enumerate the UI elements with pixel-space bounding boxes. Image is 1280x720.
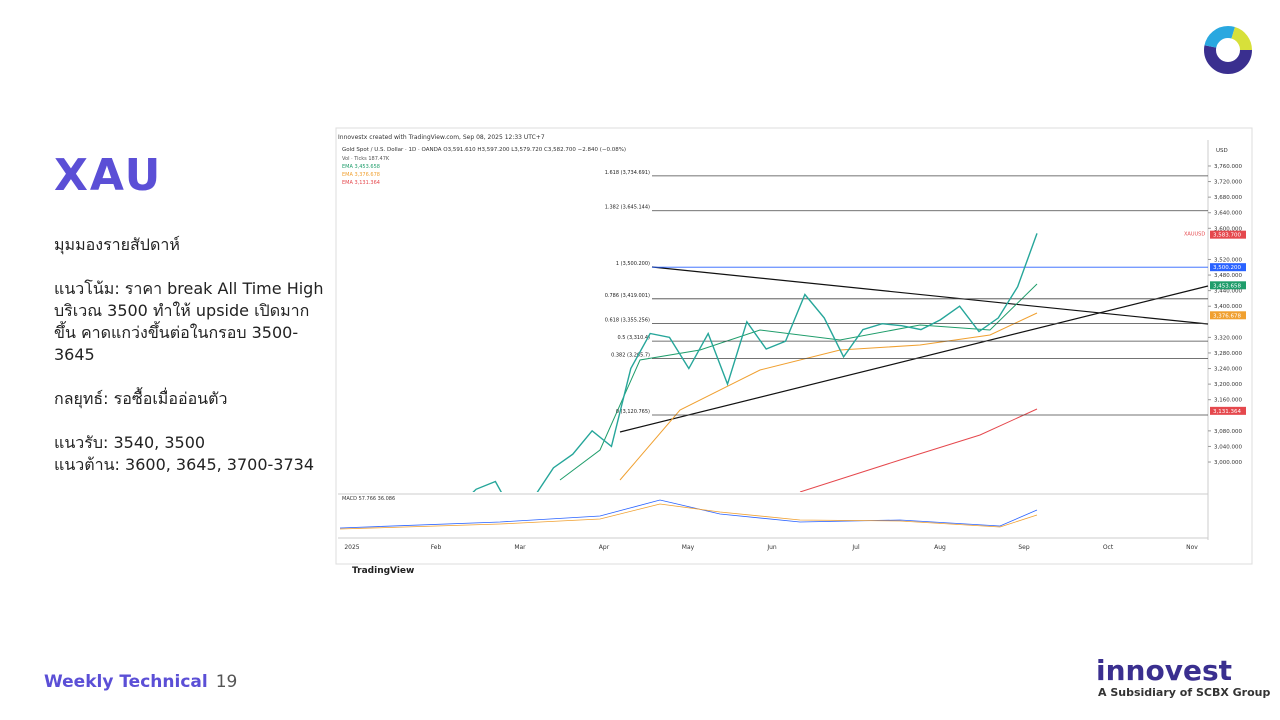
title: XAU — [54, 150, 163, 201]
fib-label: 1.618 (3,734.691) — [605, 170, 650, 176]
body-text: มุมมองรายสัปดาห์ แนวโน้ม: ราคา break All… — [54, 234, 324, 476]
y-tick-label: 3,480.000 — [1214, 273, 1242, 279]
y-tick-label: 3,280.000 — [1214, 351, 1242, 357]
y-tick-label: 3,240.000 — [1214, 367, 1242, 373]
chart-frame — [335, 127, 1253, 565]
x-tick-label: Jun — [766, 544, 777, 551]
fib-label: 0.618 (3,355.256) — [605, 318, 650, 324]
fib-label: 0 (3,120.765) — [616, 409, 650, 415]
fib-label: 1.382 (3,645.144) — [605, 205, 650, 211]
page-number: 19 — [215, 672, 238, 692]
legend: Vol · Ticks 187.47K — [342, 156, 390, 162]
macd-label: MACD 57.766 36.086 — [342, 496, 395, 502]
symbol-line: Gold Spot / U.S. Dollar · 1D · OANDA O3,… — [342, 147, 626, 153]
y-tick-label: 3,640.000 — [1214, 211, 1242, 217]
price-tag — [1210, 281, 1246, 290]
y-tick-label: 3,000.000 — [1214, 460, 1242, 466]
price-tag — [1210, 406, 1246, 415]
logo-icon — [1204, 26, 1252, 74]
credit: Innovestx created with TradingView.com, … — [338, 134, 545, 141]
fib-label: 0.786 (3,419.001) — [605, 293, 650, 299]
x-tick-label: May — [682, 544, 695, 551]
legend: EMA 3,131.364 — [342, 180, 380, 186]
y-tick-label: 3,200.000 — [1214, 382, 1242, 388]
legend: EMA 3,376.678 — [342, 172, 380, 178]
x-tick-label: Nov — [1186, 544, 1198, 551]
x-tick-label: Aug — [934, 544, 946, 551]
macd — [339, 499, 1038, 530]
price-tag-label: 3,583.700 — [1213, 233, 1241, 239]
brand-sub: A Subsidiary of SCBX Group — [1098, 686, 1271, 699]
y-tick-label: 3,520.000 — [1214, 257, 1242, 263]
price-tag-label: 3,131.364 — [1213, 409, 1241, 415]
series-name: XAUUSD — [1184, 231, 1205, 237]
x-tick-label: Mar — [514, 544, 526, 551]
x-tick-label: Sep — [1018, 544, 1030, 551]
price-tag-label: 3,453.658 — [1213, 283, 1241, 289]
y-tick-label: 3,080.000 — [1214, 429, 1242, 435]
fib-label: 0.382 (3,265.7) — [611, 353, 650, 359]
fib-label: 0.5 (3,310.4) — [617, 335, 650, 341]
price-series — [472, 233, 1038, 492]
x-tick-label: Jul — [851, 544, 860, 551]
y-tick-label: 3,600.000 — [1214, 226, 1242, 232]
y-tick-label: 3,720.000 — [1214, 180, 1242, 186]
y-tick-label: 3,160.000 — [1214, 398, 1242, 404]
y-tick-label: 3,400.000 — [1214, 304, 1242, 310]
price-tag — [1210, 263, 1246, 272]
y-tick-label: 3,320.000 — [1214, 335, 1242, 341]
x-tick-label: Feb — [431, 544, 442, 551]
y-tick-label: 3,760.000 — [1214, 164, 1242, 170]
x-tick-label: Oct — [1103, 544, 1114, 551]
price-tag — [1210, 311, 1246, 320]
resistance: แนวต้าน: 3600, 3645, 3700-3734 — [54, 455, 315, 474]
watermark: TradingView — [352, 566, 414, 576]
y-tick-label: 3,040.000 — [1214, 444, 1242, 450]
support: แนวรับ: 3540, 3500 — [54, 433, 206, 452]
y-tick-label: 3,440.000 — [1214, 289, 1242, 295]
price-tag — [1210, 230, 1246, 239]
x-tick-label: Apr — [599, 544, 610, 551]
fib-label: 1 (3,500.200) — [616, 261, 650, 267]
footer-title: Weekly Technical — [44, 672, 208, 692]
heading: มุมมองรายสัปดาห์ — [54, 235, 180, 254]
strategy: กลยุทธ์: รอซื้อเมื่ออ่อนตัว — [54, 389, 228, 408]
price-line — [472, 233, 1038, 492]
trend: แนวโน้ม: ราคา break All Time High บริเวณ… — [54, 279, 324, 364]
y-tick-label: 3,680.000 — [1214, 195, 1242, 201]
x-tick-label: 2025 — [344, 544, 359, 551]
trendlines — [619, 266, 1209, 433]
brand: innovest — [1096, 654, 1232, 687]
currency: USD — [1216, 148, 1228, 154]
footer: Weekly Technical 19 — [44, 672, 237, 692]
price-tag-label: 3,500.200 — [1213, 265, 1241, 271]
price-tag-label: 3,376.678 — [1213, 313, 1241, 319]
legend: EMA 3,453.658 — [342, 164, 380, 170]
